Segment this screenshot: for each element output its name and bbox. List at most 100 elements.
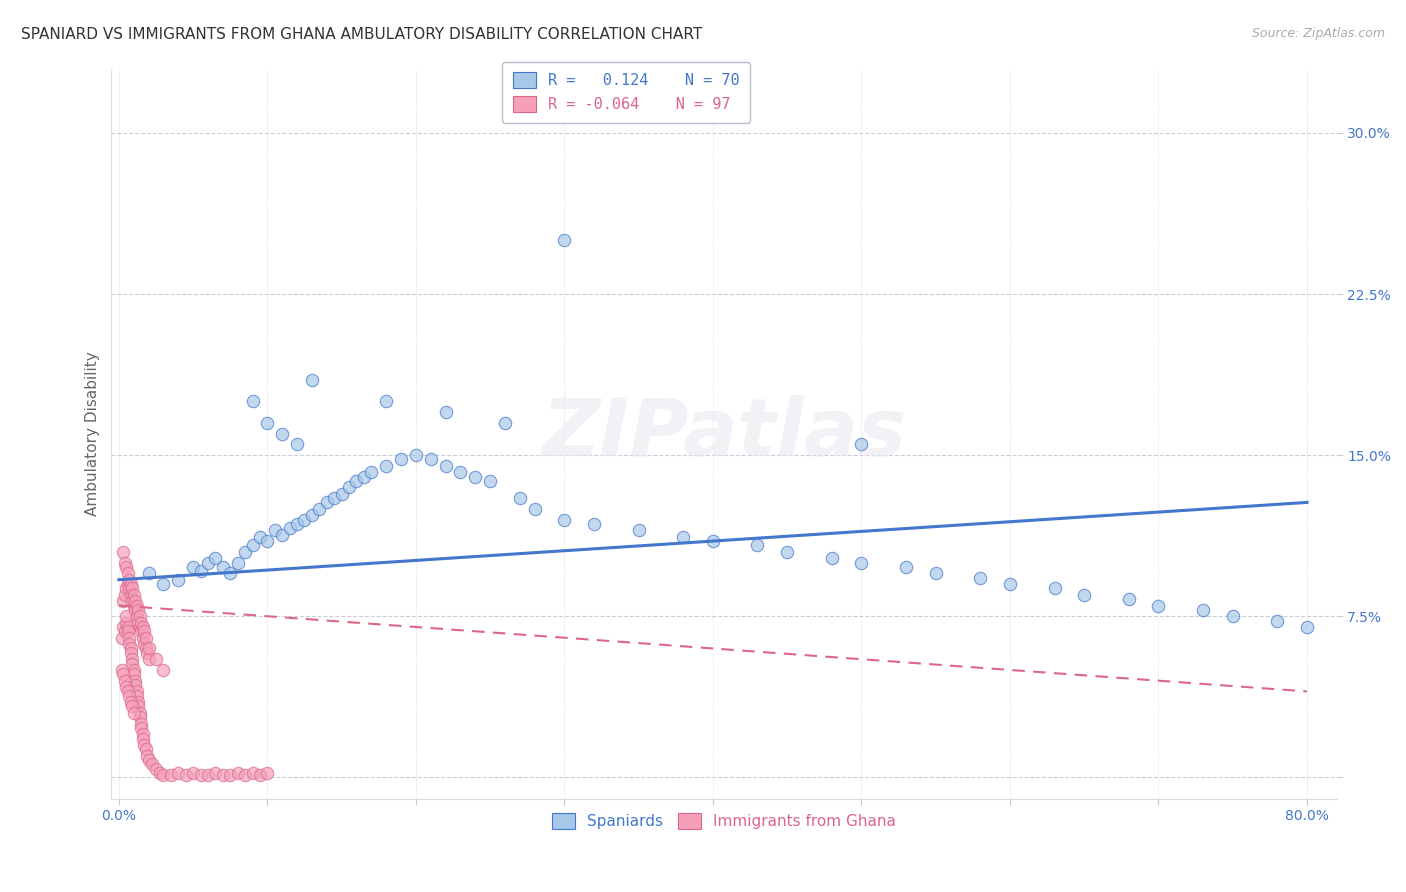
Point [271,527,294,541]
Point [249,530,271,544]
Point [122,588,145,602]
Point [129,624,152,639]
Point [121,657,143,671]
Point [1073,588,1095,602]
Point [1118,592,1140,607]
Point [115,582,138,596]
Point [233,545,256,559]
Text: Source: ZipAtlas.com: Source: ZipAtlas.com [1251,27,1385,40]
Point [672,530,695,544]
Point [204,766,226,780]
Point [117,624,139,639]
Point [346,474,368,488]
Point [197,556,219,570]
Point [419,452,441,467]
Point [821,551,844,566]
Point [278,521,301,535]
Point [132,624,155,639]
Point [118,637,141,651]
Point [190,768,212,782]
Point [121,594,143,608]
Point [135,641,157,656]
Point [226,556,249,570]
Point [851,437,873,451]
Point [553,513,575,527]
Point [464,469,486,483]
Point [117,566,139,581]
Point [434,458,457,473]
Point [389,452,412,467]
Point [301,373,323,387]
Point [494,416,516,430]
Point [127,695,149,709]
Point [1147,599,1170,613]
Point [131,731,153,746]
Point [337,480,360,494]
Point [242,766,264,780]
Point [190,564,212,578]
Point [124,673,146,688]
Point [128,620,150,634]
Point [375,394,398,409]
Point [249,768,271,782]
Point [509,491,531,505]
Point [1265,614,1288,628]
Point [122,599,145,613]
Point [132,637,155,651]
Point [242,394,264,409]
Point [124,594,146,608]
Point [125,684,148,698]
Point [197,768,219,782]
Point [583,516,606,531]
Point [120,588,142,602]
Point [627,524,650,538]
Point [120,577,142,591]
Point [114,556,136,570]
Point [111,631,134,645]
Point [129,615,152,630]
Point [118,582,141,596]
Point [405,448,427,462]
Point [523,501,546,516]
Point [120,646,142,660]
Point [131,620,153,634]
Point [360,466,382,480]
Point [330,487,353,501]
Point [434,405,457,419]
Point [136,646,159,660]
Point [127,603,149,617]
Point [125,609,148,624]
Point [285,437,308,451]
Point [211,559,233,574]
Point [204,551,226,566]
Point [115,680,138,694]
Point [136,748,159,763]
Point [120,695,142,709]
Point [145,652,167,666]
Point [353,469,375,483]
Point [479,474,502,488]
Point [129,716,152,731]
Point [308,501,330,516]
Point [263,524,285,538]
Point [219,768,242,782]
Point [149,766,172,780]
Point [256,534,278,549]
Point [121,582,143,596]
Legend: Spaniards, Immigrants from Ghana: Spaniards, Immigrants from Ghana [546,806,903,835]
Point [167,766,190,780]
Point [553,233,575,247]
Point [118,689,141,703]
Point [124,678,146,692]
Point [117,577,139,591]
Point [998,577,1021,591]
Point [1043,582,1066,596]
Point [776,545,799,559]
Point [747,538,769,552]
Point [127,615,149,630]
Point [925,566,948,581]
Point [122,663,145,677]
Point [117,684,139,698]
Point [323,491,346,505]
Point [118,631,141,645]
